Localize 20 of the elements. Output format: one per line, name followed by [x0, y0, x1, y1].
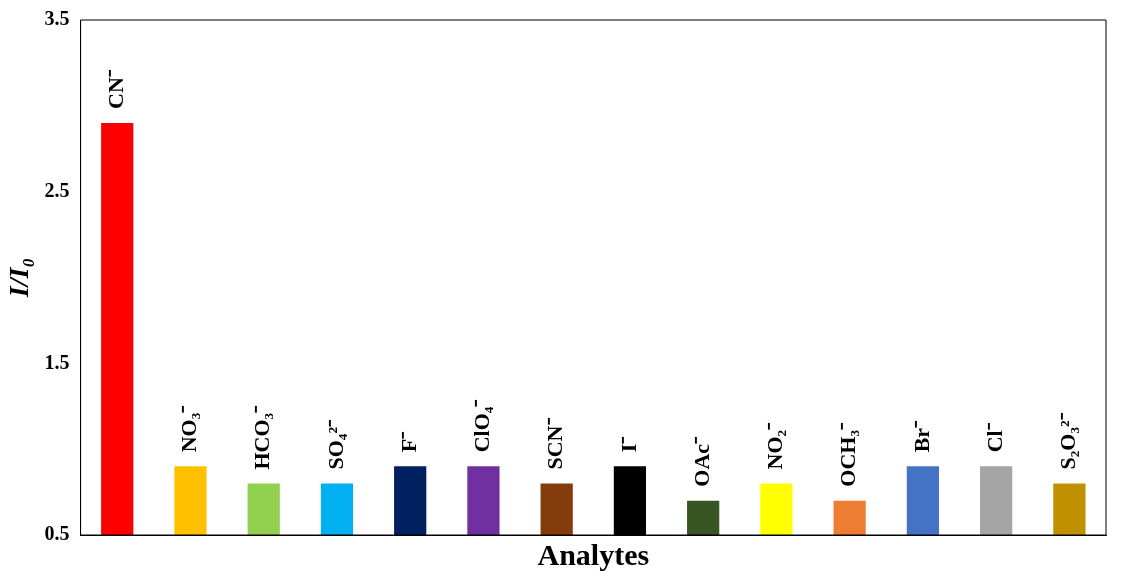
- x-tick-label: SCN⁻: [542, 417, 568, 470]
- x-tick-label: ClO₄⁻: [469, 398, 495, 453]
- x-tick-label: I⁻: [615, 435, 641, 453]
- x-tick-label: NO₃⁻: [176, 404, 202, 453]
- x-tick-label: OCH₃⁻: [835, 421, 861, 487]
- y-tick-label: 2.5: [44, 178, 70, 201]
- x-axis-title: Analytes: [537, 537, 650, 571]
- x-tick-label: S₂O₃²⁻: [1055, 412, 1081, 470]
- x-tick-label: Br⁻: [908, 419, 934, 453]
- y-tick-label: 1.5: [44, 350, 70, 373]
- x-tick-label: F⁻: [395, 430, 421, 453]
- x-tick-label: Cl⁻: [981, 422, 1007, 453]
- y-axis-title: I/I₀: [3, 257, 35, 299]
- x-tick-label: NO₂⁻: [762, 421, 788, 470]
- y-tick-label: 0.5: [44, 522, 70, 545]
- y-tick-label: 3.5: [44, 7, 70, 30]
- x-tick-label: SO₄²⁻: [322, 418, 348, 470]
- x-tick-label: CN⁻: [102, 69, 128, 109]
- x-tick-label: HCO₃⁻: [249, 404, 275, 470]
- x-tick-label: OAc⁻: [688, 435, 714, 487]
